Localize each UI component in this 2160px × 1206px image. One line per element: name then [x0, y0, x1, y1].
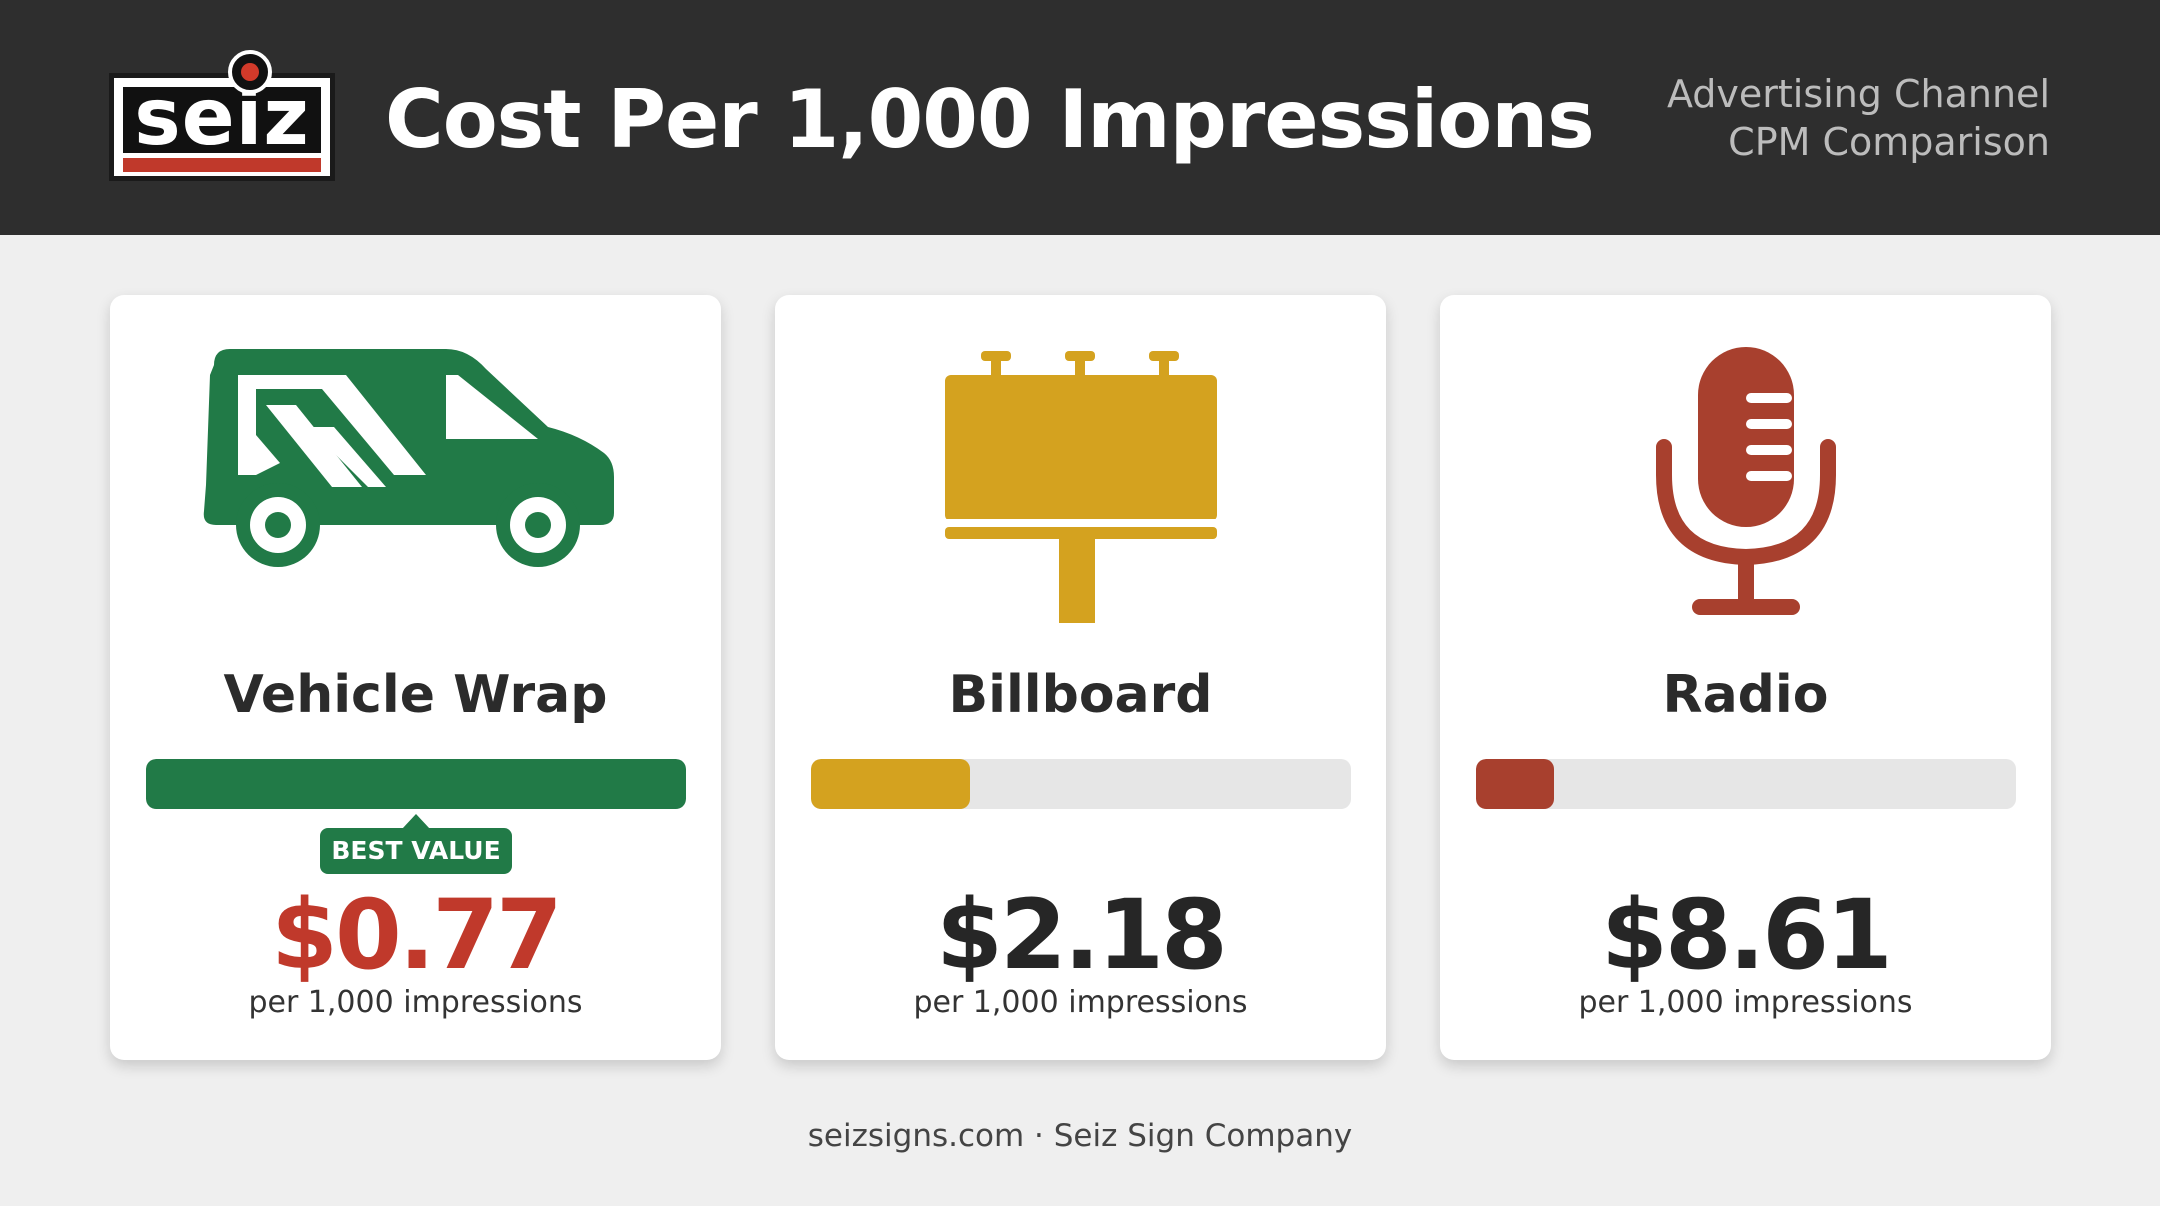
- page-subtitle: Advertising Channel CPM Comparison: [1570, 70, 2050, 166]
- cpm-bar-track: [811, 759, 1351, 809]
- channel-label: Radio: [1662, 665, 1829, 725]
- cpm-bar-fill: [811, 759, 971, 809]
- card-billboard: Billboard $2.18 per 1,000 impressions: [775, 295, 1386, 1060]
- microphone-icon: [1440, 335, 2051, 635]
- cpm-unit: per 1,000 impressions: [248, 985, 583, 1020]
- badge-pointer: [402, 814, 430, 829]
- cpm-price: $0.77: [271, 879, 563, 991]
- cpm-bar-track: [146, 759, 686, 809]
- cpm-price: $8.61: [1601, 879, 1893, 991]
- card-vehicle-wrap: Vehicle Wrap BEST VALUE $0.77 per 1,000 …: [110, 295, 721, 1060]
- cpm-unit: per 1,000 impressions: [1578, 985, 1913, 1020]
- cpm-bar-fill: [1476, 759, 1555, 809]
- cpm-bar-fill: [146, 759, 686, 809]
- page-title: Cost Per 1,000 Impressions: [385, 73, 1595, 166]
- channel-label: Billboard: [948, 665, 1213, 725]
- seiz-logo: seiz: [109, 73, 335, 181]
- header-bar: seiz Cost Per 1,000 Impressions Advertis…: [0, 0, 2160, 235]
- van-icon: [110, 335, 721, 635]
- cpm-unit: per 1,000 impressions: [913, 985, 1248, 1020]
- cpm-bar-track: [1476, 759, 2016, 809]
- logo-stripe: [123, 158, 321, 172]
- billboard-icon: [775, 335, 1386, 635]
- channel-label: Vehicle Wrap: [223, 665, 608, 725]
- subtitle-line-1: Advertising Channel: [1666, 72, 2050, 116]
- logo-dot-icon: [228, 50, 272, 94]
- best-value-badge: BEST VALUE: [320, 828, 512, 874]
- card-radio: Radio $8.61 per 1,000 impressions: [1440, 295, 2051, 1060]
- logo-text: seiz: [123, 79, 321, 157]
- cpm-price: $2.18: [936, 879, 1228, 991]
- subtitle-line-2: CPM Comparison: [1728, 120, 2050, 164]
- footer-text: seizsigns.com · Seiz Sign Company: [807, 1118, 1353, 1154]
